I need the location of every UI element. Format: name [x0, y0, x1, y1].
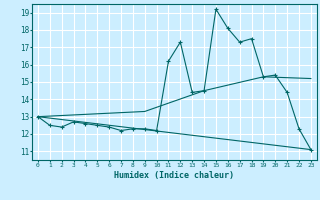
X-axis label: Humidex (Indice chaleur): Humidex (Indice chaleur): [115, 171, 234, 180]
